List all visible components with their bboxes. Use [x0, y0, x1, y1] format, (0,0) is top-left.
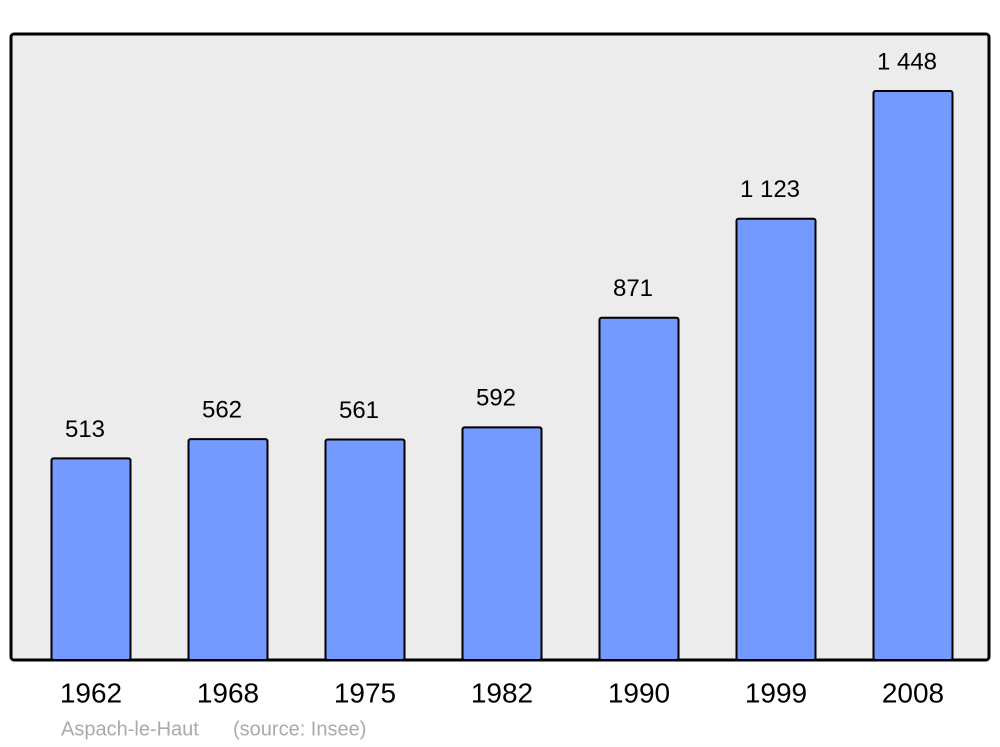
- source: (source: Insee): [233, 718, 366, 740]
- x-tick-label: 2008: [882, 677, 944, 708]
- x-tick-label: 1975: [334, 677, 396, 708]
- value-label: 871: [613, 275, 653, 302]
- place-name: Aspach-le-Haut: [61, 718, 199, 740]
- value-label: 561: [339, 397, 379, 424]
- bar: [872, 89, 954, 662]
- x-tick-label: 1982: [471, 677, 533, 708]
- bar: [598, 316, 680, 661]
- bar: [50, 457, 132, 661]
- value-label: 513: [65, 416, 105, 443]
- bar: [461, 426, 543, 661]
- value-label: 1 448: [877, 48, 937, 75]
- value-label: 592: [476, 385, 516, 412]
- x-tick-label: 1999: [745, 677, 807, 708]
- x-tick-label: 1990: [608, 677, 670, 708]
- x-tick-label: 1968: [197, 677, 259, 708]
- bar: [187, 438, 269, 661]
- bar: [735, 217, 817, 661]
- value-label: 562: [202, 396, 242, 423]
- value-label: 1 123: [740, 176, 800, 203]
- x-tick-label: 1962: [60, 677, 122, 708]
- bar: [324, 438, 406, 661]
